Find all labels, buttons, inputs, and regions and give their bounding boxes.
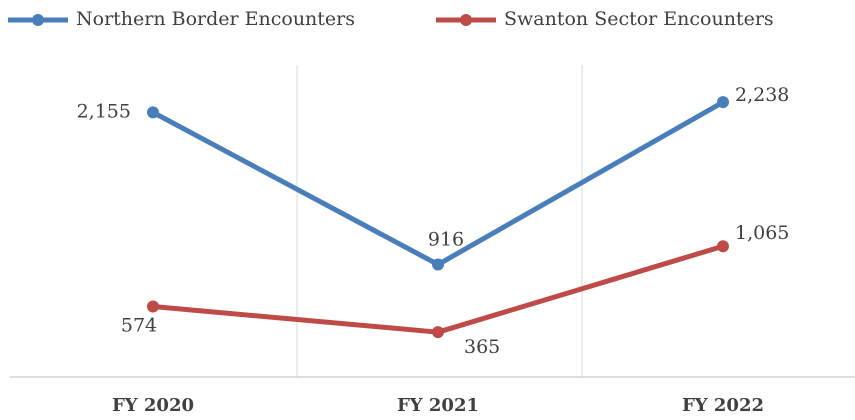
data-label: 365 bbox=[464, 336, 500, 358]
legend-marker bbox=[460, 14, 472, 26]
data-label: 916 bbox=[428, 229, 464, 251]
x-tick-label: FY 2022 bbox=[682, 395, 764, 416]
data-point bbox=[717, 96, 729, 109]
legend-marker bbox=[32, 14, 44, 26]
data-point bbox=[147, 300, 159, 313]
legend-label: Swanton Sector Encounters bbox=[504, 8, 774, 30]
data-label: 2,155 bbox=[77, 100, 131, 122]
x-tick-label: FY 2020 bbox=[112, 395, 194, 416]
legend-label: Northern Border Encounters bbox=[76, 8, 355, 30]
data-point bbox=[717, 240, 729, 253]
data-point bbox=[147, 106, 159, 119]
data-label: 1,065 bbox=[735, 222, 789, 244]
x-tick-label: FY 2021 bbox=[397, 395, 479, 416]
data-point bbox=[432, 326, 444, 339]
data-label: 2,238 bbox=[735, 84, 789, 106]
data-label: 574 bbox=[121, 315, 157, 337]
data-point bbox=[432, 258, 444, 271]
